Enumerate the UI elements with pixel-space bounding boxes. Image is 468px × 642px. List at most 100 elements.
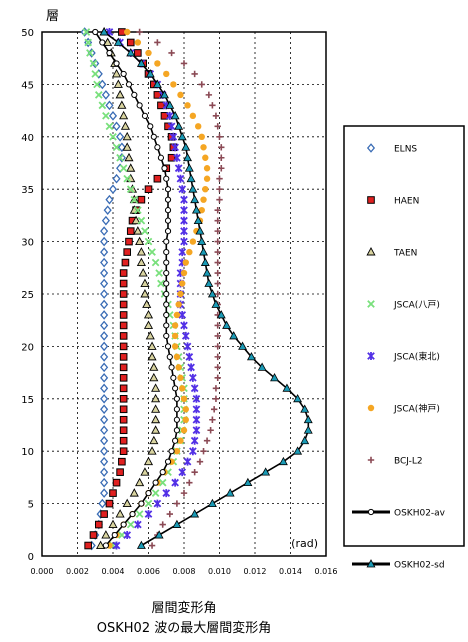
data-point	[193, 215, 203, 225]
data-point	[100, 278, 109, 289]
data-point	[163, 311, 170, 319]
legend-label: JSCA(神戸)	[393, 403, 440, 415]
y-tick-labels: 0 5 10 15 20 25 30 35 40 45 50	[21, 28, 34, 563]
data-point	[164, 186, 172, 193]
data-point	[216, 196, 223, 203]
data-point	[174, 164, 183, 173]
data-point	[177, 131, 187, 141]
data-point	[126, 48, 136, 57]
data-point	[238, 341, 248, 350]
data-point	[119, 279, 128, 288]
data-point	[163, 301, 170, 308]
data-point	[171, 343, 179, 350]
data-point	[100, 425, 109, 436]
data-point	[140, 289, 150, 298]
data-point	[145, 330, 155, 340]
data-point	[161, 165, 168, 172]
data-point	[148, 542, 156, 549]
data-point	[214, 332, 221, 340]
data-point	[144, 510, 153, 519]
data-point	[147, 446, 157, 455]
data-point	[138, 500, 145, 507]
legend-label: ELNS	[394, 145, 417, 155]
data-point	[147, 351, 157, 361]
data-point	[166, 353, 173, 360]
data-point	[105, 122, 114, 131]
data-point	[100, 352, 109, 362]
data-point	[116, 131, 125, 142]
data-point	[163, 238, 170, 245]
data-point	[184, 102, 191, 109]
data-point	[105, 100, 114, 111]
data-point	[151, 414, 161, 424]
y-tick-label: 20	[21, 342, 34, 353]
data-point	[282, 383, 292, 392]
data-point	[112, 173, 121, 184]
y-tick-label: 35	[21, 185, 34, 196]
data-point	[84, 541, 92, 550]
data-point	[98, 101, 107, 110]
data-point	[270, 373, 279, 382]
data-point	[109, 132, 117, 141]
data-point	[134, 206, 142, 214]
data-point	[207, 498, 217, 508]
data-point	[140, 278, 150, 287]
data-point	[178, 185, 187, 194]
data-point	[180, 489, 188, 497]
data-point	[200, 257, 210, 266]
data-point	[136, 102, 143, 109]
data-point	[105, 499, 114, 508]
data-point	[192, 394, 201, 403]
y-tick-label: 25	[21, 290, 34, 301]
data-point	[186, 173, 196, 183]
data-point	[100, 383, 109, 394]
data-point	[246, 352, 256, 361]
data-point	[214, 322, 221, 329]
data-point	[172, 385, 179, 392]
data-point	[136, 540, 146, 549]
series-layer	[80, 27, 313, 551]
data-point	[214, 374, 221, 382]
data-point	[126, 520, 135, 529]
data-point	[168, 49, 175, 57]
data-point	[151, 258, 160, 267]
data-point	[120, 121, 130, 130]
grid-lines	[42, 32, 326, 556]
data-point	[117, 100, 127, 109]
x-tick-label: 0.000	[31, 567, 54, 576]
data-point	[202, 154, 209, 161]
data-point	[212, 385, 220, 392]
x-tick-label: 0.002	[66, 567, 89, 576]
data-point	[112, 541, 121, 550]
data-point	[89, 59, 98, 68]
data-point	[119, 415, 128, 424]
data-point	[189, 447, 197, 456]
x-tick-label: 0.010	[208, 567, 231, 576]
legend-entry-8: OSKH02-av	[352, 509, 446, 519]
data-point	[189, 238, 197, 245]
series-8	[92, 28, 180, 549]
data-point	[141, 227, 149, 235]
data-point	[109, 489, 117, 497]
data-point	[100, 257, 109, 268]
data-point	[152, 479, 159, 486]
data-point	[101, 90, 110, 100]
data-point	[173, 448, 181, 455]
data-point	[126, 227, 135, 235]
data-point	[163, 269, 170, 277]
data-point	[99, 39, 106, 46]
data-point	[205, 91, 213, 99]
data-point	[135, 236, 145, 246]
data-point	[209, 102, 216, 109]
legend-marker	[367, 456, 375, 464]
data-point	[164, 458, 172, 465]
data-point	[100, 236, 109, 247]
data-point	[180, 237, 188, 246]
data-point	[183, 457, 192, 466]
data-point	[112, 478, 121, 487]
legend-marker	[367, 352, 375, 360]
data-point	[181, 142, 191, 151]
legend-entry-6: JSCA(神戸)	[367, 403, 440, 415]
data-point	[126, 185, 135, 194]
data-point	[113, 79, 123, 88]
